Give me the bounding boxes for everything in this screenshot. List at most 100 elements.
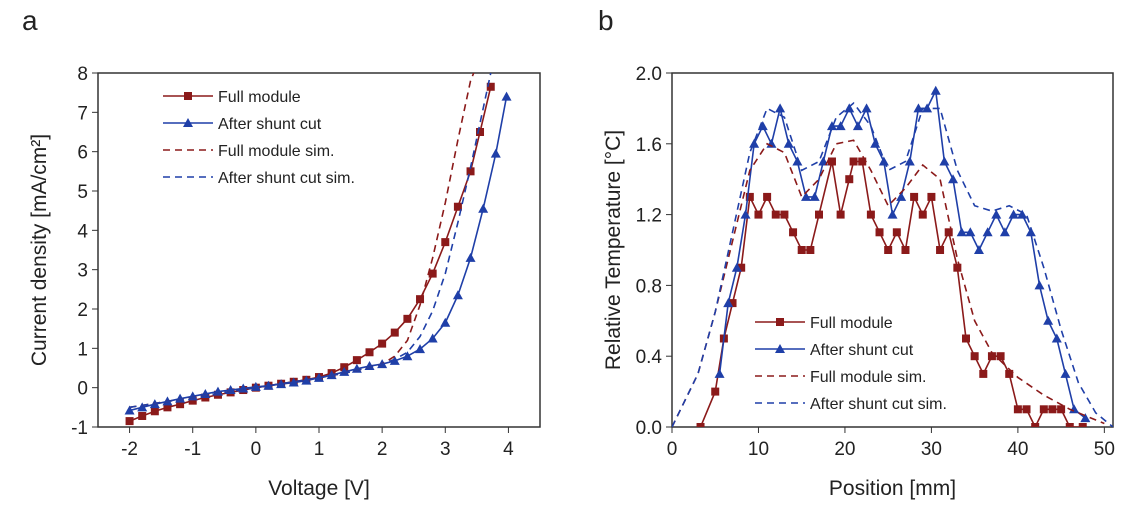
triangle-marker <box>783 138 794 148</box>
triangle-marker <box>948 174 959 184</box>
y-tick-label: 0 <box>77 379 88 400</box>
triangle-marker <box>389 355 400 365</box>
x-axis-label: Voltage [V] <box>268 477 370 500</box>
y-tick-label: 2 <box>77 300 88 321</box>
series-full-module-sim- <box>672 139 1105 427</box>
square-marker <box>352 356 361 365</box>
square-marker <box>176 400 185 409</box>
x-tick-label: 30 <box>921 439 942 460</box>
triangle-marker <box>1051 333 1062 343</box>
series-full-module <box>696 157 1087 427</box>
triangle-marker <box>973 245 984 254</box>
triangle-marker <box>861 103 872 113</box>
y-tick-label: 5 <box>77 182 88 203</box>
triangle-marker <box>1060 368 1071 378</box>
triangle-marker <box>326 370 337 380</box>
triangle-marker <box>402 351 413 361</box>
x-tick-label: 0 <box>251 439 262 460</box>
triangle-marker <box>775 344 785 353</box>
square-marker <box>927 192 936 201</box>
square-marker <box>486 82 495 91</box>
square-marker <box>1065 423 1074 427</box>
x-tick-label: 50 <box>1094 439 1115 460</box>
square-marker <box>696 423 705 427</box>
series-line <box>672 139 1105 427</box>
square-marker <box>858 157 867 166</box>
square-marker <box>1031 423 1040 427</box>
square-marker <box>849 157 858 166</box>
y-tick-label: 3 <box>77 261 88 282</box>
y-tick-label: 8 <box>77 64 88 85</box>
legend-label: After shunt cut <box>810 342 914 359</box>
square-marker <box>776 318 784 326</box>
square-marker <box>953 263 962 272</box>
square-marker <box>1013 405 1022 414</box>
square-marker <box>910 192 919 201</box>
series-after-shunt-cut-sim- <box>129 73 492 409</box>
square-marker <box>754 210 763 219</box>
square-marker <box>184 92 192 100</box>
series-line <box>129 86 492 422</box>
triangle-marker <box>1017 209 1028 219</box>
triangle-marker <box>465 252 476 262</box>
triangle-marker <box>339 366 350 376</box>
triangle-marker <box>870 138 881 148</box>
y-tick-label: 7 <box>77 103 88 124</box>
square-marker <box>780 210 789 219</box>
square-marker <box>403 314 412 323</box>
triangle-marker <box>427 333 438 343</box>
triangle-marker <box>1034 280 1045 290</box>
triangle-marker <box>930 85 941 95</box>
y-tick-label: 0.4 <box>636 347 663 368</box>
square-marker <box>1048 405 1057 414</box>
x-tick-label: 0 <box>667 439 678 460</box>
square-marker <box>789 228 798 237</box>
square-marker <box>737 263 746 272</box>
square-marker <box>827 157 836 166</box>
square-marker <box>936 246 945 254</box>
square-marker <box>138 411 147 420</box>
square-marker <box>150 407 159 416</box>
square-marker <box>875 228 884 237</box>
y-tick-label: 6 <box>77 143 88 164</box>
triangle-marker <box>887 209 898 219</box>
triangle-marker <box>835 121 846 131</box>
x-tick-label: 10 <box>748 439 769 460</box>
square-marker <box>466 167 475 176</box>
y-axis-label: Current density [mA/cm²] <box>28 134 51 366</box>
triangle-marker <box>183 118 193 127</box>
triangle-marker <box>913 103 924 113</box>
triangle-marker <box>896 191 907 201</box>
triangle-marker <box>1008 209 1019 219</box>
triangle-marker <box>137 402 148 412</box>
triangle-marker <box>792 156 803 166</box>
triangle-marker <box>314 372 324 382</box>
square-marker <box>962 334 970 343</box>
triangle-marker <box>826 121 837 131</box>
square-marker <box>378 339 387 348</box>
square-marker <box>944 228 953 237</box>
triangle-marker <box>440 317 451 327</box>
square-marker <box>892 228 901 237</box>
square-marker <box>428 269 437 278</box>
square-marker <box>806 246 815 254</box>
triangle-marker <box>965 227 976 237</box>
square-marker <box>884 246 893 254</box>
legend-label: Full module sim. <box>810 369 926 386</box>
square-marker <box>188 396 197 405</box>
triangle-marker <box>844 103 855 113</box>
panel-b: b 0 10 20 30 40 50 0.0 0.4 0.8 1.2 1.6 2.0 Position [… <box>598 5 1115 500</box>
series-line <box>672 101 1113 427</box>
square-marker <box>815 210 823 219</box>
square-marker <box>1078 423 1087 427</box>
y-tick-label: 2.0 <box>636 64 662 85</box>
triangle-marker <box>714 368 725 378</box>
legend-label: After shunt cut sim. <box>810 396 947 413</box>
square-marker <box>1005 369 1014 378</box>
legend-label: Full module sim. <box>218 143 334 160</box>
square-marker <box>797 246 806 254</box>
square-marker <box>125 417 134 426</box>
series-after-shunt-cut <box>714 85 1091 423</box>
triangle-marker <box>801 191 812 201</box>
